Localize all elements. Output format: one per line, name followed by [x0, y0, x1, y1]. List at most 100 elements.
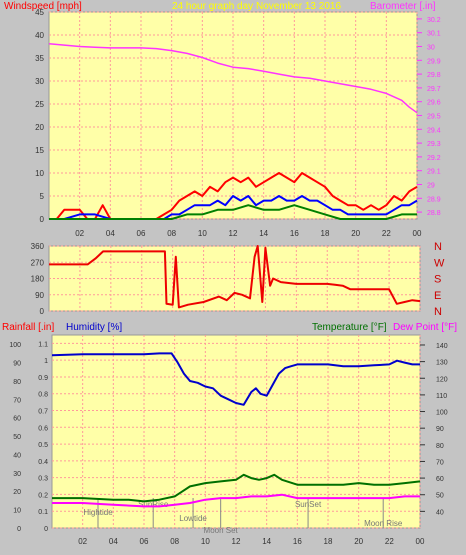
wind-x-tick-label: 22 — [382, 229, 391, 238]
windspeed-tick-label: 20 — [35, 123, 44, 132]
humidity-tick-label: 0 — [17, 526, 21, 533]
windspeed-tick-label: 5 — [40, 192, 45, 201]
rainfall-tick-label: 0 — [44, 526, 48, 533]
rainfall-tick-label: 1.1 — [38, 341, 48, 348]
event-label: SunRise — [138, 500, 169, 509]
humidity-axis-label: Humidity [%] — [66, 322, 123, 333]
wind-series-line — [49, 204, 417, 220]
windspeed-tick-label: 0 — [40, 215, 45, 224]
windspeed-tick-label: 15 — [35, 146, 44, 155]
wind-x-tick-label: 12 — [229, 229, 238, 238]
temperature-tick-label: 70 — [436, 459, 444, 466]
humidity-x-tick-label: 20 — [354, 537, 363, 546]
wind-x-tick-label: 10 — [198, 229, 207, 238]
wind-x-tick-label: 08 — [167, 229, 176, 238]
humidity-line — [51, 352, 420, 406]
rainfall-tick-label: 0.9 — [38, 375, 48, 382]
barometer-tick-label: 29.7 — [427, 86, 441, 93]
rainfall-tick-label: 0.4 — [38, 459, 48, 466]
barometer-tick-label: 28.9 — [427, 196, 441, 203]
rainfall-axis-label: Rainfall [.in] — [2, 322, 55, 333]
direction-tick-label: 180 — [31, 275, 45, 284]
temperature-tick-label: 90 — [436, 426, 444, 433]
wind-x-tick-label: 14 — [259, 229, 268, 238]
windspeed-tick-label: 45 — [35, 8, 44, 17]
barometer-line — [48, 42, 418, 114]
windspeed-tick-label: 40 — [35, 31, 44, 40]
event-label: Moon Rise — [364, 519, 403, 528]
barometer-tick-label: 29.9 — [427, 58, 441, 65]
wind-x-tick-label: 04 — [106, 229, 115, 238]
wind-x-tick-label: 06 — [137, 229, 146, 238]
temperature-axis-label: Temperature [°F] — [312, 322, 387, 333]
barometer-tick-label: 28.8 — [427, 210, 441, 217]
humidity-tick-label: 20 — [13, 489, 21, 496]
barometer-tick-label: 30 — [427, 45, 435, 52]
humidity-tick-label: 10 — [13, 508, 21, 515]
temperature-tick-label: 100 — [436, 410, 448, 417]
windspeed-tick-label: 35 — [35, 54, 44, 63]
barometer-tick-label: 29.2 — [427, 155, 441, 162]
humidity-x-tick-label: 22 — [385, 537, 394, 546]
rainfall-tick-label: 0.3 — [38, 476, 48, 483]
compass-label: S — [434, 274, 441, 286]
barometer-tick-label: 29.6 — [427, 100, 441, 107]
rainfall-tick-label: 0.7 — [38, 409, 48, 416]
humidity-tick-label: 30 — [13, 471, 21, 478]
humidity-x-tick-label: 12 — [232, 537, 241, 546]
compass-label: N — [434, 241, 442, 253]
wind-x-tick-label: 16 — [290, 229, 299, 238]
humidity-tick-label: 90 — [13, 361, 21, 368]
barometer-axis-label: Barometer [.in] — [370, 1, 436, 12]
humidity-x-tick-label: 14 — [262, 537, 271, 546]
wind-x-tick-label: 18 — [321, 229, 330, 238]
rainfall-tick-label: 0.5 — [38, 442, 48, 449]
windspeed-tick-label: 10 — [35, 169, 44, 178]
wind-x-tick-label: 02 — [75, 229, 84, 238]
wind-x-tick-label: 00 — [413, 229, 422, 238]
chart-title: 24 hour graph day November 13 2016 — [172, 1, 342, 12]
compass-label: N — [434, 306, 442, 318]
compass-label: W — [434, 257, 445, 269]
wind-x-tick-label: 20 — [351, 229, 360, 238]
humidity-x-tick-label: 02 — [78, 537, 87, 546]
barometer-tick-label: 29.5 — [427, 114, 441, 121]
rainfall-tick-label: 0.1 — [38, 509, 48, 516]
temperature-tick-label: 140 — [436, 343, 448, 350]
temperature-tick-label: 80 — [436, 443, 444, 450]
dewpoint-axis-label: Dew Point [°F] — [393, 322, 458, 333]
barometer-tick-label: 29.8 — [427, 72, 441, 79]
humidity-x-tick-label: 16 — [293, 537, 302, 546]
wind-plot-area — [48, 11, 418, 220]
humidity-x-tick-label: 00 — [416, 537, 425, 546]
wind-direction-line — [49, 245, 421, 309]
event-label: Moon Set — [204, 526, 239, 535]
temperature-tick-label: 110 — [436, 393, 447, 400]
rainfall-tick-label: 1 — [44, 358, 48, 365]
windspeed-axis-label: Windspeed [mph] — [4, 1, 82, 12]
humidity-tick-label: 100 — [9, 342, 21, 349]
compass-label: E — [434, 290, 441, 302]
temperature-line — [52, 473, 421, 503]
barometer-tick-label: 29.3 — [427, 141, 441, 148]
event-label: SunSet — [295, 500, 322, 509]
dewpoint-line — [52, 493, 420, 508]
humidity-tick-label: 50 — [13, 434, 21, 441]
temperature-tick-label: 40 — [436, 509, 444, 516]
humidity-tick-label: 40 — [13, 452, 21, 459]
temperature-tick-label: 60 — [436, 476, 444, 483]
direction-tick-label: 360 — [31, 242, 45, 251]
temperature-tick-label: 50 — [436, 493, 444, 500]
barometer-tick-label: 29 — [427, 183, 435, 190]
barometer-tick-label: 30.2 — [427, 17, 441, 24]
rainfall-tick-label: 0.2 — [38, 492, 48, 499]
windspeed-tick-label: 30 — [35, 77, 44, 86]
temperature-tick-label: 130 — [436, 360, 448, 367]
direction-tick-label: 90 — [35, 291, 44, 300]
humidity-x-tick-label: 04 — [109, 537, 118, 546]
humidity-tick-label: 60 — [13, 416, 21, 423]
humidity-x-tick-label: 08 — [170, 537, 179, 546]
humidity-tick-label: 80 — [13, 379, 21, 386]
humidity-x-tick-label: 18 — [324, 537, 333, 546]
